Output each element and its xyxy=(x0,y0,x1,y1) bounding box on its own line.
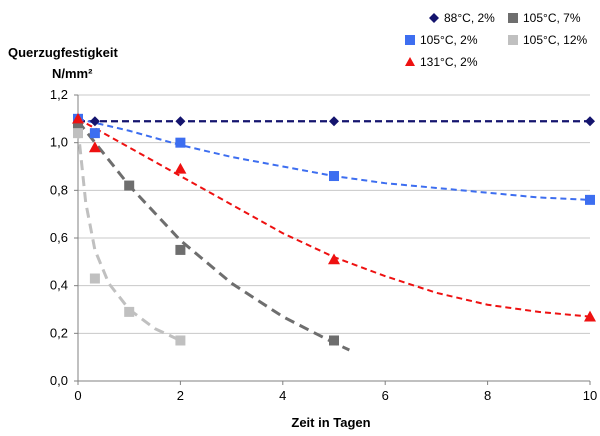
data-point-1 xyxy=(89,128,100,139)
y-tick-label: 0,4 xyxy=(50,278,68,293)
legend-marker xyxy=(508,13,518,23)
x-tick-label: 4 xyxy=(279,388,286,403)
legend-marker-shape xyxy=(429,13,439,23)
y-tick-label: 0,6 xyxy=(50,230,68,245)
legend-label: 131°C, 2% xyxy=(420,55,478,69)
data-point-4 xyxy=(89,273,100,284)
data-point-3 xyxy=(329,335,339,346)
x-tick-label: 8 xyxy=(484,388,491,403)
data-point-2 xyxy=(174,162,187,174)
data-point-0 xyxy=(329,116,339,127)
trendline-3 xyxy=(76,120,350,352)
data-point-0 xyxy=(585,116,595,127)
trendline-4 xyxy=(76,128,182,342)
legend-label: 105°C, 2% xyxy=(420,33,478,47)
data-point-3 xyxy=(175,244,186,255)
x-axis-title: Zeit in Tagen xyxy=(291,415,370,430)
data-point-2 xyxy=(88,141,101,153)
y-tick-label: 1,0 xyxy=(50,135,68,150)
legend-label: 88°C, 2% xyxy=(444,11,495,25)
legend-item: 105°C, 7% xyxy=(507,11,581,25)
legend-marker-shape xyxy=(508,13,518,23)
legend-item: 131°C, 2% xyxy=(404,55,478,69)
data-point-2 xyxy=(72,112,84,124)
x-tick-label: 2 xyxy=(177,388,184,403)
trendline-1 xyxy=(77,117,591,201)
legend-item: 105°C, 12% xyxy=(507,33,587,47)
legend-marker xyxy=(405,57,415,66)
x-tick-label: 6 xyxy=(382,388,389,403)
legend-marker-shape xyxy=(508,35,518,45)
legend-marker xyxy=(508,35,518,45)
data-point-4 xyxy=(73,128,83,139)
legend-label: 105°C, 7% xyxy=(523,11,581,25)
y-tick-label: 0,0 xyxy=(50,373,68,388)
data-point-1 xyxy=(175,137,186,148)
y-axis-unit: N/mm² xyxy=(52,66,93,81)
legend-marker-shape xyxy=(405,57,415,66)
y-tick-label: 0,8 xyxy=(50,182,68,197)
data-point-1 xyxy=(585,194,595,205)
legend-marker xyxy=(405,35,415,45)
trendline-2 xyxy=(77,117,591,318)
data-point-4 xyxy=(175,335,186,346)
y-tick-label: 0,2 xyxy=(50,325,68,340)
y-tick-label: 1,2 xyxy=(50,87,68,102)
data-point-4 xyxy=(124,306,135,317)
data-point-2 xyxy=(584,310,596,322)
legend-label: 105°C, 12% xyxy=(523,33,588,47)
legend-item: 105°C, 2% xyxy=(404,33,478,47)
legend-marker-shape xyxy=(405,35,415,45)
y-axis-title: Querzugfestigkeit xyxy=(8,45,118,60)
data-point-2 xyxy=(328,253,340,265)
data-point-0 xyxy=(175,116,186,127)
x-tick-label: 0 xyxy=(74,388,81,403)
data-point-0 xyxy=(89,116,100,127)
legend-marker xyxy=(429,13,439,23)
legend-item: 88°C, 2% xyxy=(428,11,495,25)
x-tick-label: 10 xyxy=(583,388,597,403)
data-point-3 xyxy=(124,180,135,191)
data-point-1 xyxy=(329,171,339,182)
